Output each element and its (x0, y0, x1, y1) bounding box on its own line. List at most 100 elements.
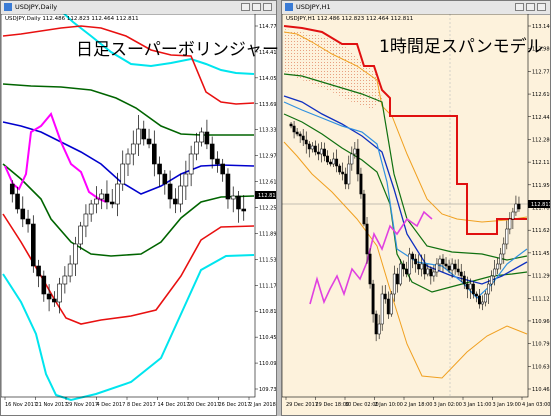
candlestick (359, 173, 363, 195)
price-axis-label: 110.815 (259, 309, 276, 315)
maximize-button[interactable] (526, 3, 535, 11)
candlestick (465, 283, 469, 290)
daily-chart-canvas[interactable]: 114.775 114.415 114.055 113.695 113.335 112.9… (1, 14, 276, 415)
plot-background (1, 14, 255, 397)
candlestick (304, 139, 308, 145)
candlestick (447, 265, 451, 271)
candlestick (316, 151, 320, 155)
h1-chart-canvas[interactable]: 113.140 112.980 112.775 112.610 112.445 112.2… (282, 14, 550, 415)
price-axis-label: 111.620 (532, 228, 550, 234)
candlestick (499, 253, 503, 265)
candlestick (453, 263, 457, 270)
span-model-red-line (283, 25, 527, 235)
candlestick (438, 258, 442, 265)
candlestick (386, 298, 390, 315)
candlestick (335, 158, 339, 167)
price-axis-label: 111.895 (259, 231, 276, 237)
price-axis-label: 112.445 (532, 115, 550, 121)
date-axis-label: 3 Jan 11:00 (463, 402, 491, 408)
candlestick (377, 323, 381, 335)
candlestick (215, 158, 220, 165)
price-axis-label: 112.615 (259, 180, 276, 186)
candlestick (310, 145, 314, 150)
candlestick (99, 193, 104, 200)
candlestick (474, 293, 478, 297)
candlestick (41, 275, 47, 295)
close-button[interactable] (263, 3, 272, 11)
maximize-button[interactable] (252, 3, 261, 11)
candlestick (484, 293, 487, 303)
close-button[interactable] (537, 3, 546, 11)
candlestick (341, 171, 345, 175)
candlestick (374, 313, 378, 335)
candlestick (508, 218, 512, 230)
candlestick (178, 185, 183, 205)
candlestick (225, 173, 231, 200)
candlestick (417, 263, 421, 270)
candlestick (9, 183, 15, 195)
h1-overlay-title: 1時間足スパンモデル (379, 37, 544, 57)
h1-chart-window[interactable]: USDJPY,H1 113.140112.980112.775112.61011… (281, 0, 551, 416)
candlestick (371, 283, 375, 315)
conversion-lightblue-line (283, 101, 528, 299)
chart-window-icon (285, 3, 293, 11)
candlestick (146, 138, 152, 145)
candlestick (435, 263, 439, 273)
candlestick (441, 258, 445, 265)
price-axis-label: 111.175 (259, 283, 276, 289)
date-axis-label: 21 Nov 2017 (36, 402, 68, 408)
candlestick (292, 125, 296, 133)
candlestick (408, 253, 412, 275)
candlestick (319, 148, 323, 155)
candlestick (347, 163, 351, 185)
candlestick (329, 161, 332, 165)
date-axis-label: 3 Jan 19:00 (493, 402, 521, 408)
chart-window-icon (4, 3, 12, 11)
candlestick (301, 135, 305, 141)
minimize-button[interactable] (515, 3, 524, 11)
candlestick (141, 128, 147, 140)
price-axis-label: 114.775 (259, 24, 276, 30)
candlestick (323, 148, 326, 157)
candlestick (478, 295, 481, 305)
candlestick (368, 253, 372, 285)
candlestick (313, 145, 317, 153)
candlestick (456, 268, 460, 273)
candlestick (209, 143, 215, 160)
candlestick (241, 208, 247, 212)
h1-chart-titlebar[interactable]: USDJPY,H1 (282, 1, 550, 15)
daily-chart-titlebar[interactable]: USDJPY,Daily (1, 1, 276, 15)
date-axis-label: 29 Nov 2017 (66, 402, 98, 408)
candlestick (432, 271, 436, 277)
candlestick (405, 268, 408, 275)
candlestick (31, 223, 36, 267)
candlestick (496, 263, 500, 270)
candlestick (115, 183, 120, 205)
price-axis-label: 110.960 (532, 319, 550, 325)
bollinger-plus2-line (2, 25, 255, 105)
candlestick (109, 201, 115, 205)
current-price-label: 112.811 (531, 202, 550, 208)
candlestick (326, 155, 329, 163)
candlestick (423, 263, 427, 275)
price-axis-label: 114.415 (259, 50, 276, 56)
date-axis-label: 14 Dec 2017 (158, 402, 190, 408)
candlestick (289, 123, 293, 127)
candlestick (481, 301, 484, 305)
candlestick (62, 275, 68, 285)
daily-chart-window[interactable]: USDJPY,Daily 114.775 114.415 114.055 113.69… (0, 0, 279, 416)
candlestick (420, 263, 424, 270)
price-axis-label: 110.630 (532, 364, 550, 370)
date-axis-label: 30 Dec 02:00 (345, 402, 379, 408)
price-axis-label: 111.785 (532, 206, 550, 212)
minimize-button[interactable] (241, 3, 250, 11)
candlestick (502, 243, 506, 255)
candlestick (57, 283, 62, 303)
candlestick (94, 198, 99, 205)
candlestick (493, 268, 497, 277)
current-price-label: 112.811 (258, 193, 276, 199)
h1-chart-title: USDJPY,H1 (296, 3, 331, 11)
candlestick (411, 253, 415, 260)
price-axis-label: 113.140 (532, 24, 550, 30)
candlestick (73, 243, 78, 265)
